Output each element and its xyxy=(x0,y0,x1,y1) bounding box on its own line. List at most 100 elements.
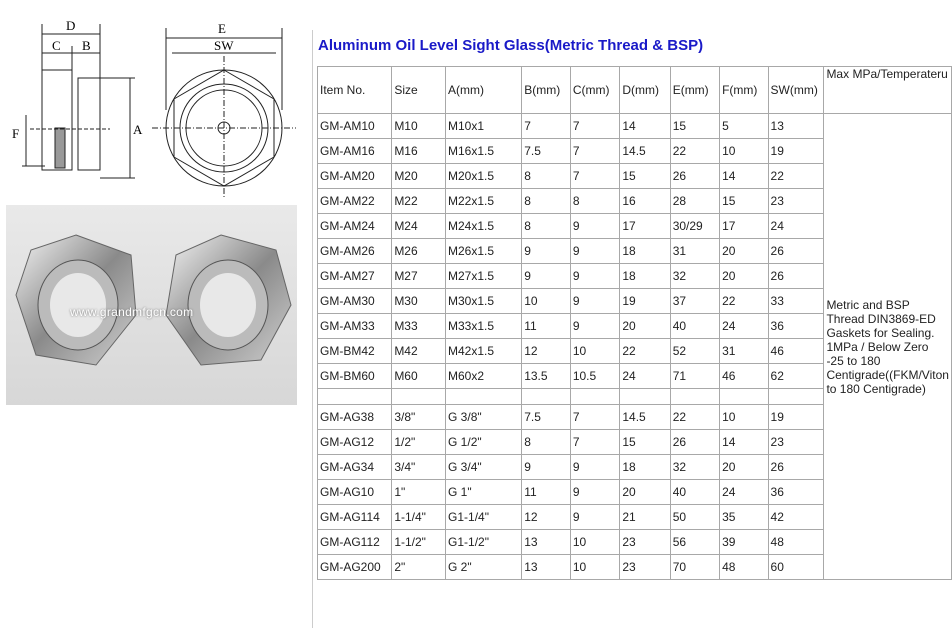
table-cell: 9 xyxy=(521,238,571,264)
column-header: F(mm) xyxy=(719,66,769,114)
table-cell: 46 xyxy=(767,338,825,364)
table-cell: 15 xyxy=(619,429,671,455)
table-cell: 31 xyxy=(669,238,721,264)
table-cell: GM-AG38 xyxy=(316,404,393,430)
table-cell: 16 xyxy=(619,188,671,214)
table-cell: 7.5 xyxy=(521,138,571,164)
table-cell: 31 xyxy=(719,338,769,364)
table-cell: M20x1.5 xyxy=(445,163,523,189)
table-cell: 7.5 xyxy=(521,404,571,430)
table-cell: GM-AG114 xyxy=(316,504,393,530)
table-cell: 56 xyxy=(669,529,721,555)
table-cell: 7 xyxy=(569,113,621,139)
table-cell: 33 xyxy=(767,288,825,314)
table-cell: M22 xyxy=(391,188,447,214)
table-cell: 23 xyxy=(767,429,825,455)
column-header: C(mm) xyxy=(569,66,621,114)
table-cell: 22 xyxy=(669,404,721,430)
table-cell: G 3/8" xyxy=(445,404,523,430)
table-cell: GM-AM22 xyxy=(316,188,393,214)
table-cell: M26x1.5 xyxy=(445,238,523,264)
table-cell: 10 xyxy=(569,338,621,364)
table-cell: 11 xyxy=(521,313,571,339)
table-cell: 1-1/2" xyxy=(391,529,447,555)
spec-table: Item No. Size A(mm) B(mm) C(mm) D(mm) E(mm) F(m… xyxy=(316,66,952,580)
table-cell: 7 xyxy=(569,138,621,164)
table-row: GM-AG12 1/2" G 1/2" 8 7 15 26 14 23 xyxy=(316,429,952,455)
table-cell: 24 xyxy=(767,213,825,239)
table-cell: 24 xyxy=(719,479,769,505)
table-cell: M22x1.5 xyxy=(445,188,523,214)
table-cell: 30/29 xyxy=(669,213,721,239)
table-cell: 8 xyxy=(521,213,571,239)
watermark: www.grandmfgcn.com xyxy=(70,305,194,319)
table-row: GM-AG200 2" G 2" 13 10 23 70 48 60 xyxy=(316,554,952,580)
table-cell: 26 xyxy=(669,429,721,455)
table-cell: M24 xyxy=(391,213,447,239)
table-cell: 22 xyxy=(669,138,721,164)
table-cell: M60x2 xyxy=(445,363,523,389)
table-cell: 22 xyxy=(619,338,671,364)
table-cell xyxy=(445,388,523,405)
table-cell: 20 xyxy=(719,263,769,289)
table-cell xyxy=(316,388,393,405)
table-cell: 9 xyxy=(569,263,621,289)
label-b: B xyxy=(82,38,91,53)
table-cell: 23 xyxy=(767,188,825,214)
table-cell: 32 xyxy=(669,454,721,480)
table-cell: 10.5 xyxy=(569,363,621,389)
table-cell: 8 xyxy=(521,163,571,189)
table-cell: 32 xyxy=(669,263,721,289)
table-cell: 15 xyxy=(619,163,671,189)
table-cell: GM-AM20 xyxy=(316,163,393,189)
divider xyxy=(312,30,313,628)
table-cell xyxy=(569,388,621,405)
table-cell: 9 xyxy=(569,504,621,530)
table-cell: 26 xyxy=(767,454,825,480)
table-cell: 48 xyxy=(719,554,769,580)
product-photo: www.grandmfgcn.com xyxy=(6,205,297,405)
table-cell: 17 xyxy=(619,213,671,239)
table-cell: 71 xyxy=(669,363,721,389)
table-cell: M42x1.5 xyxy=(445,338,523,364)
table-cell: 40 xyxy=(669,479,721,505)
table-cell: 48 xyxy=(767,529,825,555)
table-cell: M30x1.5 xyxy=(445,288,523,314)
table-cell: M24x1.5 xyxy=(445,213,523,239)
table-cell: 26 xyxy=(767,238,825,264)
table-cell: 7 xyxy=(521,113,571,139)
table-row: GM-AM10 M10 M10x1 7 7 14 15 5 13 Metric and BSP T… xyxy=(316,113,952,580)
table-cell: 20 xyxy=(719,238,769,264)
table-cell: 36 xyxy=(767,479,825,505)
table-cell: M27x1.5 xyxy=(445,263,523,289)
table-cell: GM-AM10 xyxy=(316,113,393,139)
table-cell: 8 xyxy=(521,188,571,214)
table-cell: 23 xyxy=(619,529,671,555)
table-cell: GM-AG34 xyxy=(316,454,393,480)
table-row: GM-AG10 1" G 1" 11 9 20 40 24 36 xyxy=(316,479,952,505)
table-cell: 3/8" xyxy=(391,404,447,430)
table-cell xyxy=(521,388,571,405)
column-header: A(mm) xyxy=(445,66,523,114)
table-cell: 14.5 xyxy=(619,404,671,430)
table-cell: M16 xyxy=(391,138,447,164)
table-cell: 7 xyxy=(569,163,621,189)
table-cell: GM-AG10 xyxy=(316,479,393,505)
header-row: Item No. Size A(mm) B(mm) C(mm) D(mm) E(mm) F(m… xyxy=(316,66,952,114)
label-f: F xyxy=(12,126,19,141)
table-cell: 5 xyxy=(719,113,769,139)
table-cell: GM-AM33 xyxy=(316,313,393,339)
table-cell: 11 xyxy=(521,479,571,505)
table-cell: GM-AM24 xyxy=(316,213,393,239)
column-header: E(mm) xyxy=(669,66,721,114)
table-cell: M33x1.5 xyxy=(445,313,523,339)
table-cell: 13 xyxy=(767,113,825,139)
table-cell: 9 xyxy=(569,454,621,480)
table-cell: 15 xyxy=(719,188,769,214)
table-cell: 2" xyxy=(391,554,447,580)
table-cell: 9 xyxy=(569,288,621,314)
table-cell: 7 xyxy=(569,429,621,455)
table-cell xyxy=(719,388,769,405)
table-cell: GM-AG12 xyxy=(316,429,393,455)
table-cell: M42 xyxy=(391,338,447,364)
